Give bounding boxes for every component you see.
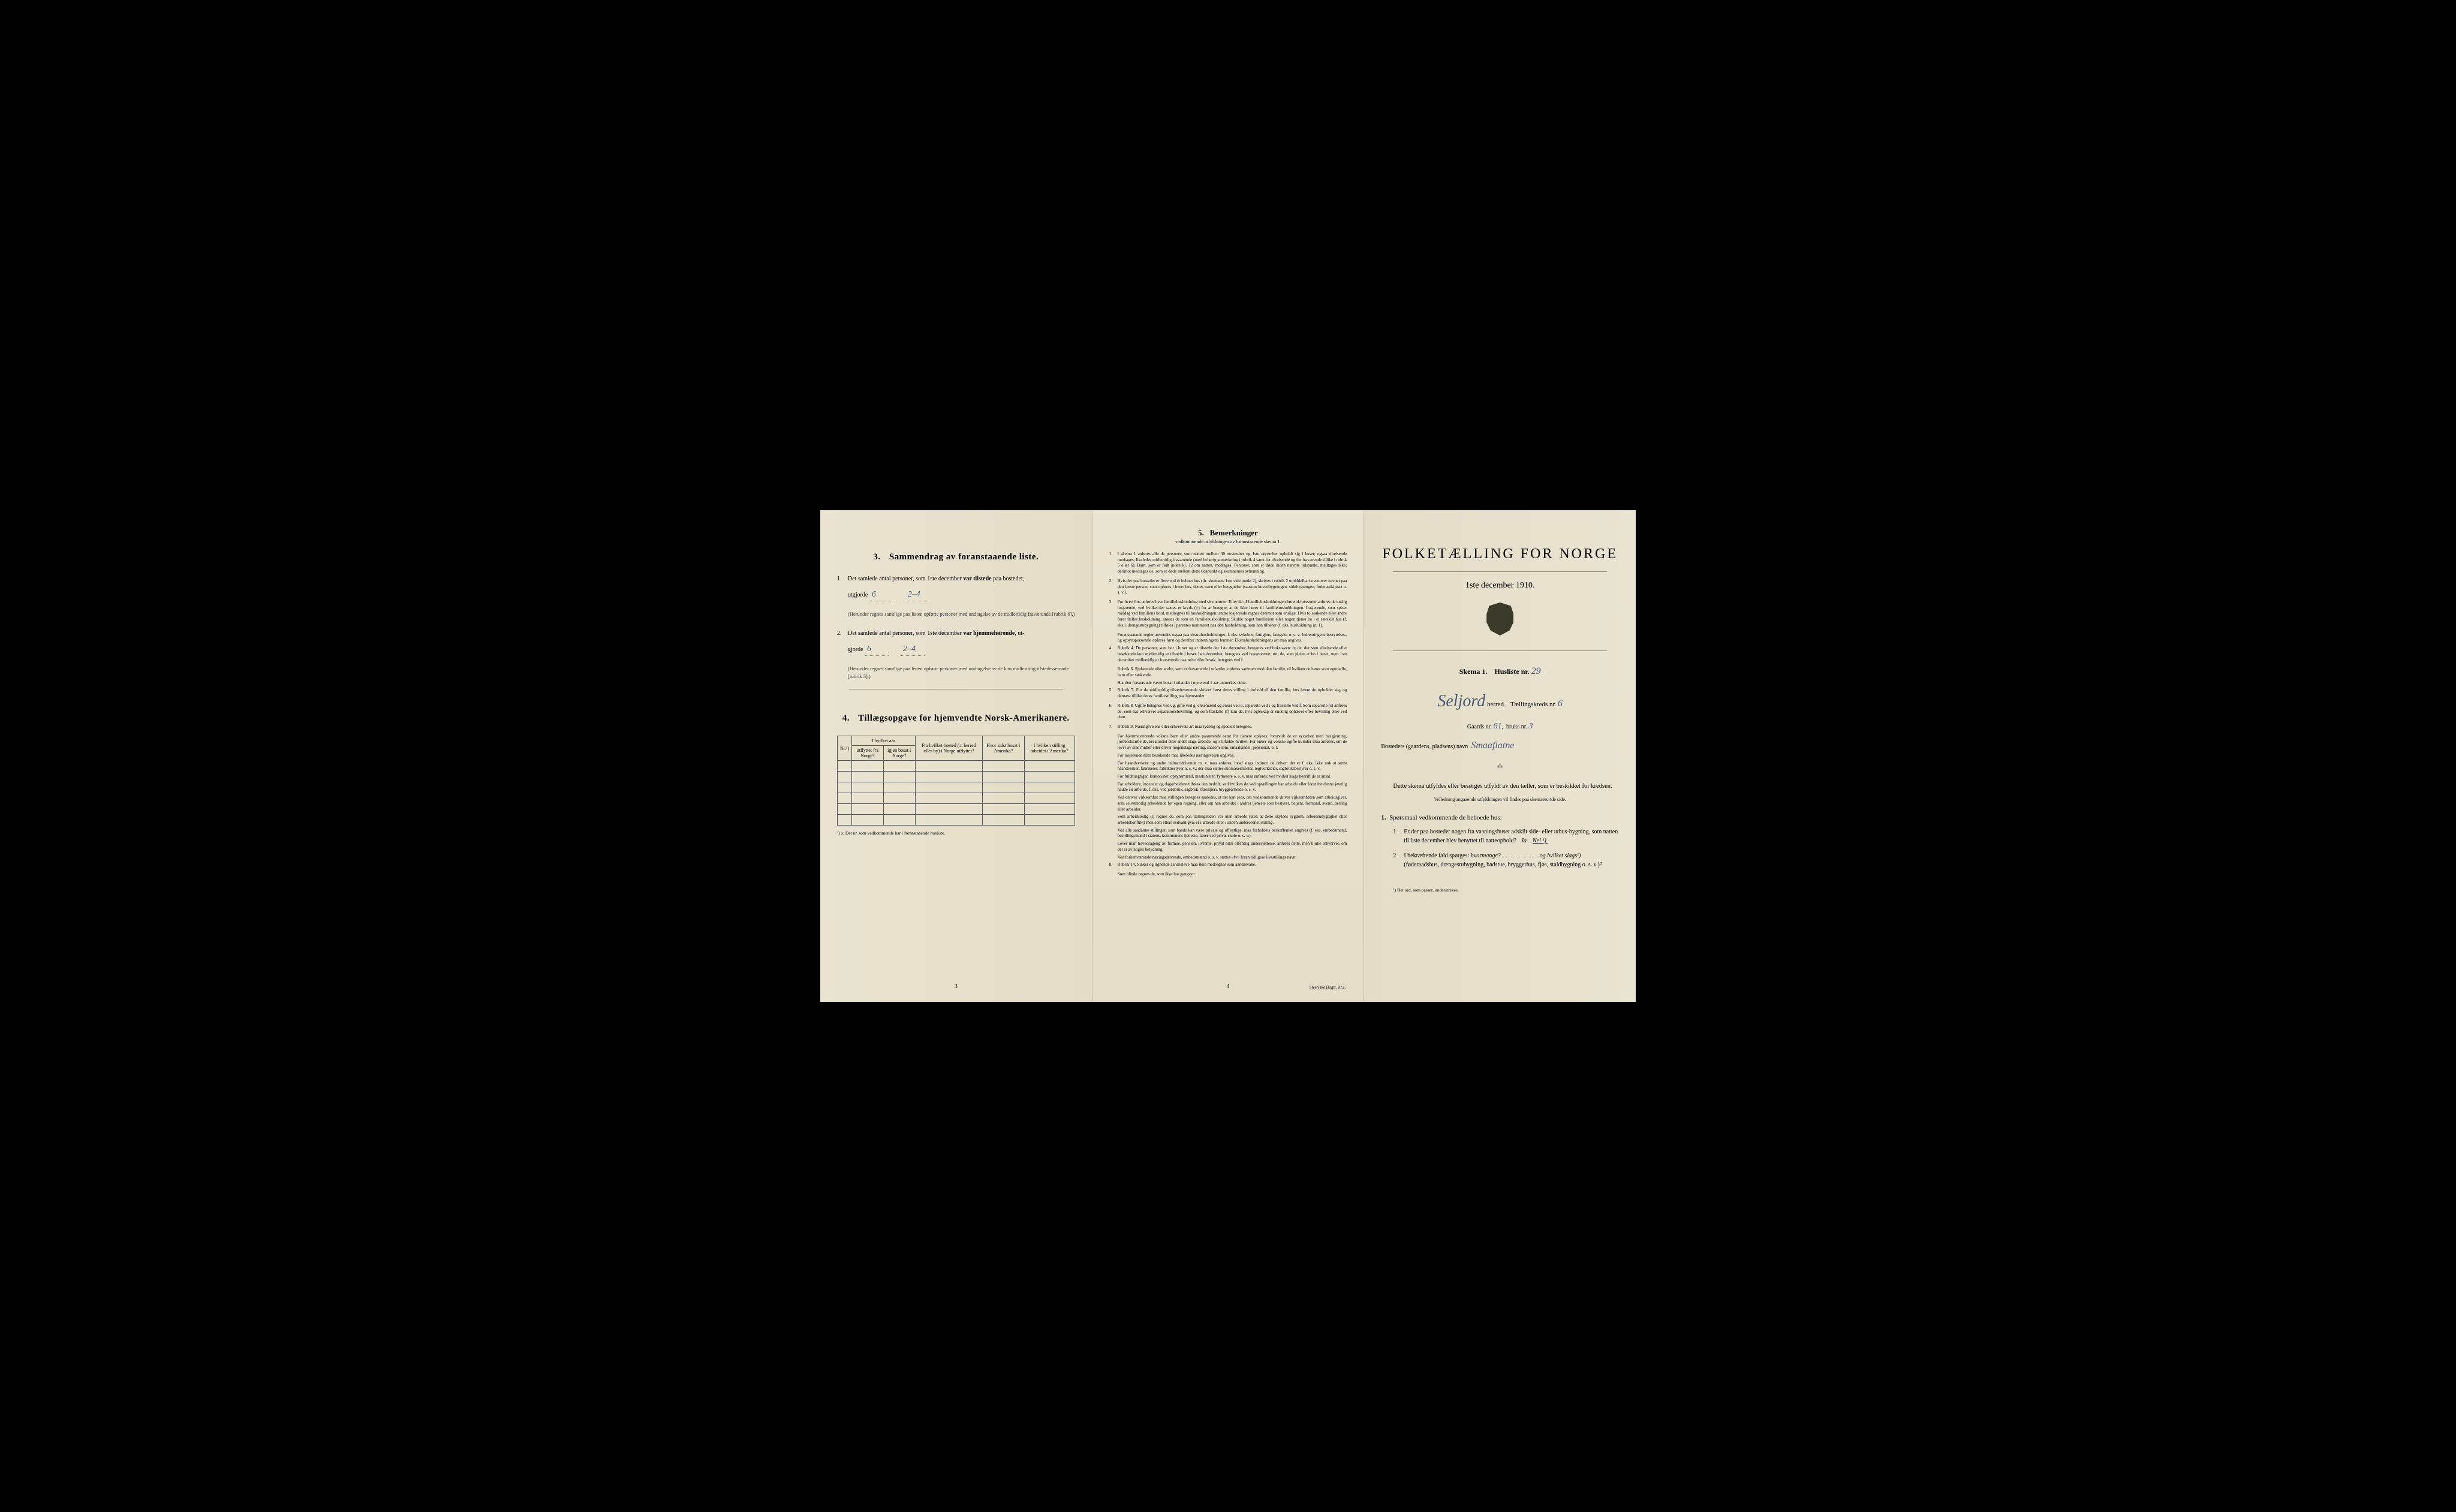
remarks-para: Foranstaaende regler anvendes ogsaa paa … (1118, 632, 1347, 644)
page-right: FOLKETÆLLING FOR NORGE 1ste december 191… (1364, 510, 1636, 1002)
rule-2 (1393, 650, 1607, 651)
q1-val1: 6 (869, 588, 893, 601)
remarks-item: 6.Rubrik 8. Ugifte betegnes ved ug, gift… (1109, 703, 1347, 721)
remarks-para: Lever man hovedsagelig av formue, pensio… (1118, 841, 1347, 853)
table-note: ¹) ɔ: Det nr. som vedkommende har i fora… (837, 830, 1075, 836)
bosted-line: Bostedets (gaardens, pladsens) navn Smaa… (1381, 740, 1619, 751)
sp-list: 1. Er der paa bostedet nogen fra vaaning… (1393, 827, 1619, 869)
page-num-middle: 4 (1227, 983, 1230, 990)
sporsmaal-heading: 1. Spørsmaal vedkommende de beboede hus: (1381, 814, 1619, 821)
q2-num: 2. (837, 629, 848, 656)
sp2-text: I bekræftende fald spørges: hvormange? o… (1404, 851, 1602, 869)
page-middle: 5. Bemerkninger vedkommende utfyldningen… (1092, 510, 1365, 1002)
remarks-para: For losjerende eller besøkende maa likel… (1118, 753, 1347, 759)
section-3-questions: 1. Det samlede antal personer, som 1ste … (837, 574, 1075, 680)
gaards-val: 61 (1493, 722, 1501, 731)
remarks-item: 3.For hvert hus anføres hver familiehush… (1109, 600, 1347, 629)
document-container: 3. Sammendrag av foranstaaende liste. 1.… (820, 510, 1636, 1002)
footnote-right: ¹) Det ord, som passer, understrekes. (1393, 887, 1619, 893)
main-date: 1ste december 1910. (1381, 581, 1619, 591)
remarks-para: Rubrik 6. Sjøfarende eller andre, som er… (1118, 667, 1347, 678)
section-3-text: Sammendrag av foranstaaende liste. (889, 552, 1039, 562)
kreds-val: 6 (1558, 698, 1563, 709)
remarks-para: Som arbeidsledig (l) regnes de, som paa … (1118, 814, 1347, 826)
section-3-num: 3. (873, 552, 880, 562)
remarks-para: Ved alle saadanne stillinger, som baade … (1118, 828, 1347, 839)
sp1-text: Er der paa bostedet nogen fra vaaningshu… (1404, 827, 1619, 845)
table-section-4: Nr.¹) I hvilket aar Fra hvilket bosted (… (837, 736, 1075, 826)
q1-num: 1. (837, 574, 848, 601)
gaards-line: Gaards nr. 61, bruks nr. 3 (1381, 722, 1619, 731)
remarks-title: 5. Bemerkninger (1109, 528, 1347, 538)
page-left: 3. Sammendrag av foranstaaende liste. 1.… (820, 510, 1092, 1002)
husliste-val: 29 (1531, 666, 1541, 676)
ornament-icon: ⁂ (1381, 763, 1619, 770)
crest-icon (1486, 603, 1513, 635)
remarks-para: Som blinde regnes de, som ikke har gangs… (1118, 872, 1347, 878)
section-4-num: 4. (842, 713, 850, 723)
question-1: 1. Det samlede antal personer, som 1ste … (837, 574, 1075, 601)
title-rule (1393, 571, 1607, 572)
remarks-subtitle: vedkommende utfyldningen av foranstaaend… (1109, 539, 1347, 544)
q2-subtext: (Herunder regnes samtlige paa listen opf… (848, 665, 1075, 680)
remarks-list: 1.I skema 1 anføres alle de personer, so… (1109, 552, 1347, 878)
remarks-para: For hjemmeværende voksne barn eller andr… (1118, 734, 1347, 751)
sp-item-2: 2. I bekræftende fald spørges: hvormange… (1393, 851, 1619, 869)
remarks-item: 8.Rubrik 14. Sinker og lignende aandsslø… (1109, 862, 1347, 868)
bosted-val: Smaaflatne (1471, 740, 1514, 751)
herred-val: Seljord (1437, 692, 1485, 710)
q2-text: Det samlede antal personer, som 1ste dec… (848, 629, 1075, 656)
remarks-para: Ved enhver virksomhet maa stillingen bet… (1118, 795, 1347, 812)
th-utflyttet: utflyttet fra Norge? (852, 746, 884, 761)
skema-line: Skema 1. Husliste nr. 29 (1381, 666, 1619, 677)
q1-val2: 2–4 (905, 588, 929, 601)
table-body (838, 761, 1075, 826)
bruks-val: 3 (1528, 722, 1533, 731)
remarks-para: Har den fraværende været bosat i utlande… (1118, 680, 1347, 686)
question-2: 2. Det samlede antal personer, som 1ste … (837, 629, 1075, 656)
th-aar: I hvilket aar (852, 736, 916, 746)
q2-val2: 2–4 (901, 643, 925, 656)
sp1-nei: Nei ¹). (1533, 838, 1548, 844)
section-3-title: 3. Sammendrag av foranstaaende liste. (837, 552, 1075, 562)
remarks-para: For arbeidere, inderster og dagarbeidere… (1118, 782, 1347, 793)
remarks-item: 5.Rubrik 7. For de midlertidig tilstedev… (1109, 688, 1347, 699)
th-bosted: Fra hvilket bosted (ɔ: herred eller by) … (915, 736, 982, 761)
herred-line: Seljord herred. Tællingskreds nr. 6 (1381, 692, 1619, 711)
remarks-item: 4.Rubrik 4. De personer, som bor i huset… (1109, 646, 1347, 663)
remarks-para: For fuldmægtiger, kontorister, opsynsmæn… (1118, 774, 1347, 780)
info-para: Dette skema utfyldes eller besørges utfy… (1381, 782, 1619, 792)
printer-mark: Steen'ske Bogtr. Kr.a. (1310, 985, 1346, 990)
section-4-text: Tillægsopgave for hjemvendte Norsk-Ameri… (858, 713, 1070, 723)
q2-val1: 6 (865, 643, 889, 656)
q1-text: Det samlede antal personer, som 1ste dec… (848, 574, 1075, 601)
remarks-item: 7.Rubrik 9. Næringsveiens eller erhverve… (1109, 724, 1347, 730)
section-4-title: 4. Tillægsopgave for hjemvendte Norsk-Am… (837, 713, 1075, 724)
th-amerika: Hvor sidst bosat i Amerika? (982, 736, 1024, 761)
q1-subtext: (Herunder regnes samtlige paa listen opf… (848, 610, 1075, 618)
remarks-para: For haandverkere og andre industridriven… (1118, 761, 1347, 772)
th-bosat: igjen bosat i Norge? (883, 746, 915, 761)
page-num-left: 3 (955, 983, 958, 990)
th-stilling: I hvilken stilling arbeidet i Amerika? (1024, 736, 1074, 761)
remarks-para: Ved forhenværende næringsdrivende, embed… (1118, 855, 1347, 861)
remarks-item: 2.Hvis der paa bostedet er flere end ét … (1109, 579, 1347, 596)
th-nr: Nr.¹) (838, 736, 852, 761)
info-small: Veiledning angaaende utfyldningen vil fi… (1381, 797, 1619, 802)
sp-item-1: 1. Er der paa bostedet nogen fra vaaning… (1393, 827, 1619, 845)
remarks-item: 1.I skema 1 anføres alle de personer, so… (1109, 552, 1347, 575)
main-title: FOLKETÆLLING FOR NORGE (1381, 546, 1619, 562)
